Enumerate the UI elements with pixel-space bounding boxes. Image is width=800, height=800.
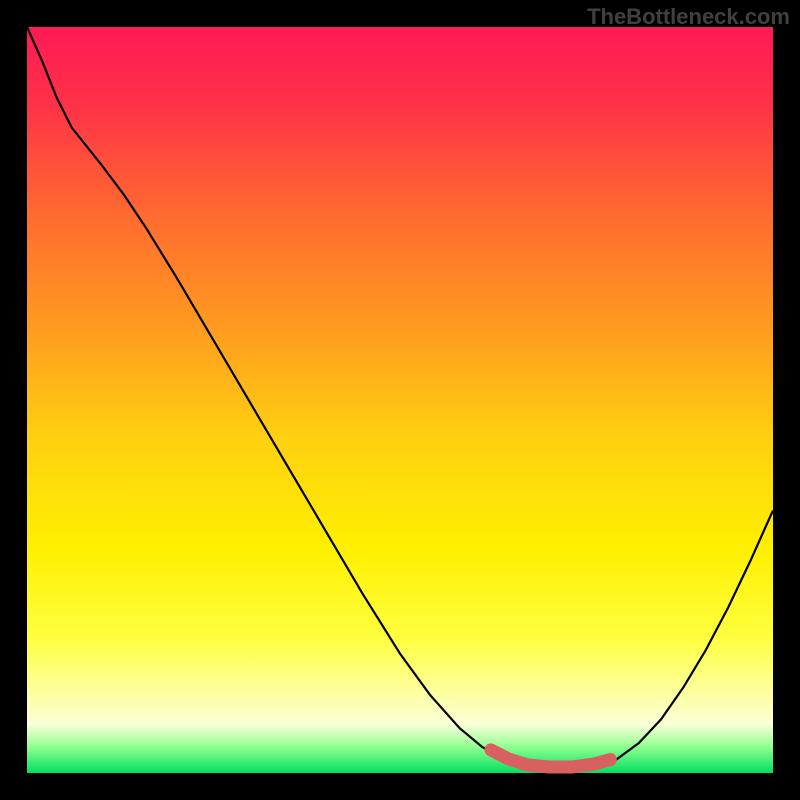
plot-background [27,27,773,773]
watermark-text: TheBottleneck.com [587,4,790,30]
bottleneck-chart [0,0,800,800]
